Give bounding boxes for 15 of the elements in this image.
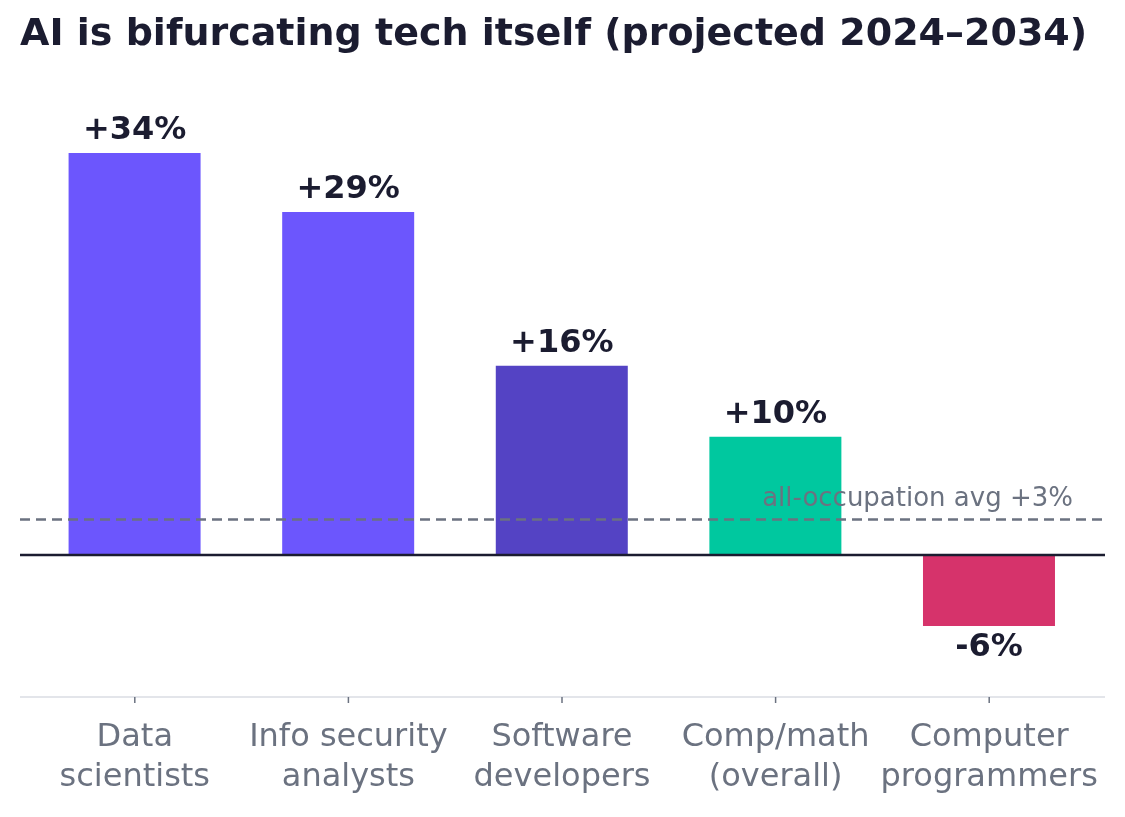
data-label: -6% bbox=[955, 626, 1023, 665]
x-tick-label: Info security analysts bbox=[249, 716, 448, 794]
x-tick-label: Computer programmers bbox=[880, 716, 1098, 794]
bar bbox=[282, 212, 415, 556]
x-tick-label: Software developers bbox=[473, 716, 651, 794]
chart-title: AI is bifurcating tech itself (projected 2024–2034) bbox=[20, 10, 1088, 56]
bar bbox=[68, 152, 201, 556]
data-label: +16% bbox=[510, 321, 614, 360]
data-label: +10% bbox=[723, 392, 828, 431]
bar bbox=[495, 365, 628, 556]
bar bbox=[922, 555, 1055, 627]
x-tick-label: Data scientists bbox=[59, 716, 211, 794]
data-label: +29% bbox=[296, 168, 400, 207]
x-tick-label: Comp/math (overall) bbox=[681, 716, 870, 794]
data-label: +34% bbox=[82, 108, 187, 147]
